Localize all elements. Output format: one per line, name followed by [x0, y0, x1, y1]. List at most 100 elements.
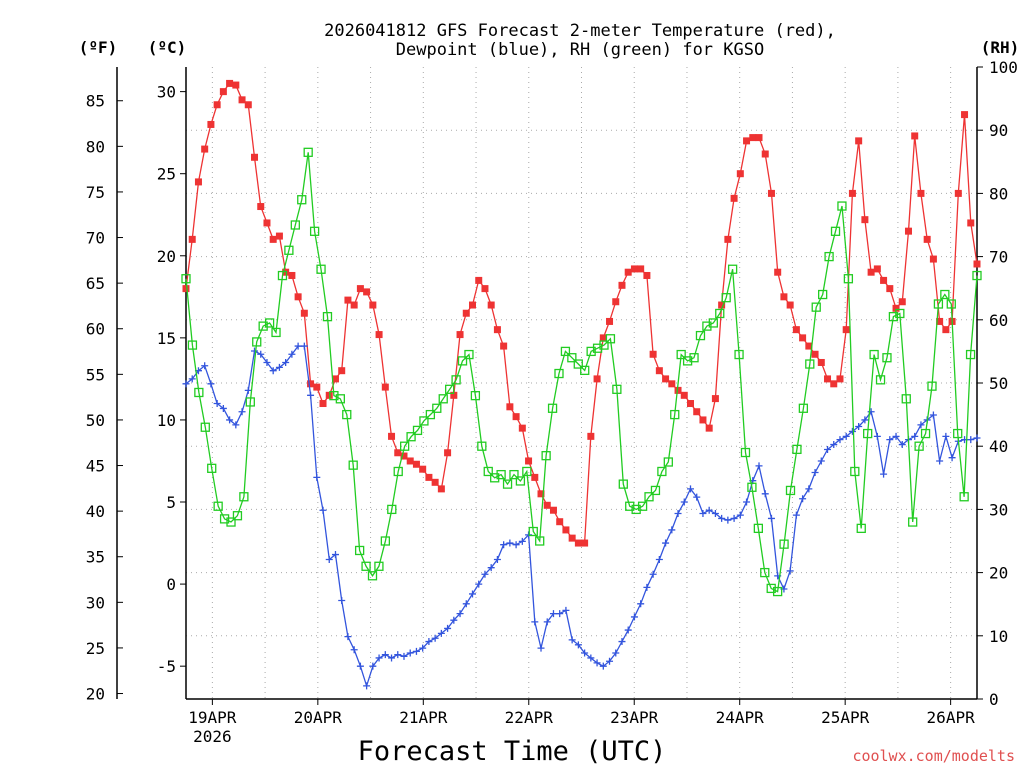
rh-tick-label: 70 [989, 248, 1008, 267]
temperature-point [817, 358, 825, 366]
temperature-point [257, 203, 265, 211]
fahrenheit-tick-label: 75 [86, 183, 105, 202]
temperature-point [525, 457, 533, 465]
dewpoint-point [325, 555, 333, 563]
rh-tick-label: 50 [989, 374, 1008, 393]
dewpoint-point [232, 421, 240, 429]
x-tick-label: 23APR [610, 708, 659, 727]
gridlines [186, 67, 977, 699]
rh-point [670, 409, 680, 420]
dewpoint-point [711, 510, 719, 518]
dewpoint-point [842, 432, 850, 440]
rh-point [895, 308, 905, 319]
dewpoint-point [587, 654, 595, 662]
temperature-point [506, 403, 514, 411]
rh-point [805, 359, 815, 369]
celsius-tick-label: 5 [166, 493, 176, 512]
temperature-point [400, 452, 408, 460]
temperature-point [668, 380, 676, 388]
dewpoint-point [618, 638, 626, 646]
rh-point [618, 479, 628, 489]
rh-point [888, 311, 899, 322]
dewpoint-point [213, 400, 221, 408]
temperature-point [593, 375, 601, 383]
temperature-point [244, 101, 252, 109]
rh-point [515, 476, 526, 486]
rh-point [342, 409, 352, 420]
rh-point [470, 390, 481, 401]
rh-point [657, 466, 667, 477]
temperature-point [549, 506, 557, 514]
temperature-point [431, 478, 439, 486]
temperature-point [973, 260, 981, 268]
dewpoint-point [518, 537, 526, 545]
dewpoint-point [593, 659, 601, 667]
rh-point [387, 504, 397, 515]
dewpoint-point [568, 636, 576, 644]
temperature-point [307, 380, 315, 388]
temperature-point [624, 268, 632, 276]
dewpoint-point [375, 654, 383, 662]
dewpoint-point [201, 362, 209, 370]
rh-point [554, 368, 564, 379]
rh-point [933, 299, 944, 309]
x-tick-label: 22APR [505, 708, 554, 727]
celsius-tick-label: 0 [166, 575, 176, 594]
rh-point [541, 451, 551, 461]
temperature-point [406, 457, 414, 465]
rh-point [965, 349, 976, 360]
dewpoint-point [257, 350, 265, 358]
dewpoint-point [967, 436, 975, 444]
rh-point [702, 321, 712, 331]
rh-point [946, 299, 956, 309]
fahrenheit-tick-label: 30 [86, 593, 105, 612]
dewpoint-point [973, 434, 981, 442]
temperature-point [518, 424, 526, 432]
dewpoint-point [699, 510, 707, 518]
temperature-point [637, 265, 645, 273]
temperature-point [556, 518, 564, 526]
rh-point [297, 195, 307, 205]
dewpoint-point [792, 511, 800, 519]
temperature-point [618, 281, 626, 289]
rh-point [779, 539, 789, 549]
temperature-point [861, 216, 869, 224]
temperature-point [724, 235, 732, 243]
rh-point [676, 349, 686, 360]
rh-point [277, 270, 288, 281]
rh-point [772, 586, 783, 597]
dewpoint-point [388, 654, 396, 662]
temperature-point [730, 194, 738, 202]
rh-point [560, 346, 571, 357]
dewpoint-point [531, 618, 539, 626]
temperature-point [375, 331, 383, 339]
temperature-point [954, 189, 962, 197]
x-tick-label: 20APR [294, 708, 343, 727]
dewpoint-point [481, 570, 489, 578]
temperature-point [475, 276, 483, 284]
dewpoint-point [612, 649, 620, 657]
dewpoint-point [599, 662, 607, 670]
celsius-tick-label: -5 [157, 657, 176, 676]
temperature-point [743, 137, 751, 145]
rh-point [329, 390, 339, 401]
rh-point [927, 381, 937, 391]
dewpoint-point [207, 380, 215, 388]
temperature-point [381, 383, 389, 391]
temperature-point [531, 473, 539, 481]
rh-point [354, 545, 365, 556]
x-tick-label: 19APR [188, 708, 237, 727]
rh-point [972, 270, 982, 281]
dewpoint-point [830, 441, 838, 449]
dewpoint-point [805, 485, 813, 493]
dewpoint-point [799, 495, 807, 503]
rh-tick-label: 20 [989, 564, 1008, 583]
rh-point [290, 220, 300, 230]
fahrenheit-tick-label: 35 [86, 548, 105, 567]
rh-point [708, 318, 718, 328]
temperature-point [344, 296, 352, 304]
temperature-point [855, 137, 863, 145]
dewpoint-point [462, 600, 470, 608]
dewpoint-point [855, 423, 863, 431]
